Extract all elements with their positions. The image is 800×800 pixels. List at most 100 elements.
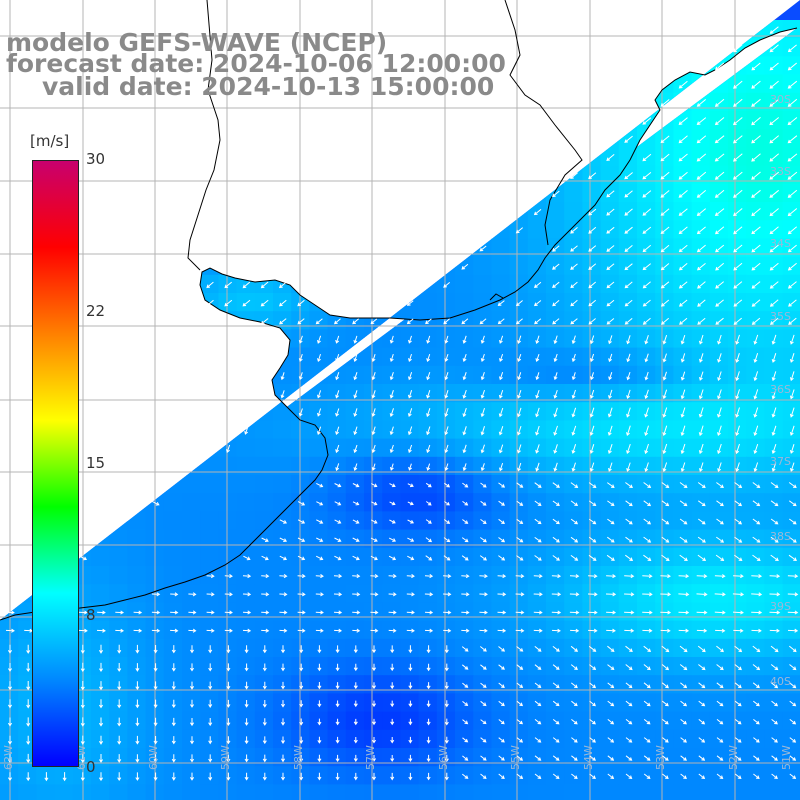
wind-arrow bbox=[624, 245, 633, 252]
wind-cell bbox=[254, 293, 274, 312]
wind-cell bbox=[400, 729, 420, 749]
wind-arrow bbox=[714, 574, 726, 579]
wind-arrow bbox=[517, 444, 522, 454]
colorbar bbox=[32, 160, 79, 767]
wind-cell bbox=[109, 529, 128, 549]
wind-arrow bbox=[771, 682, 779, 689]
wind-cell bbox=[254, 729, 274, 749]
wind-arrow bbox=[571, 737, 578, 743]
wind-arrow bbox=[371, 755, 377, 762]
wind-arrow bbox=[679, 482, 688, 489]
wind-arrow bbox=[535, 372, 540, 381]
wind-arrow bbox=[643, 755, 651, 761]
wind-arrow bbox=[299, 754, 304, 763]
wind-arrow bbox=[624, 574, 635, 579]
wind-arrow bbox=[715, 299, 724, 307]
wind-cell bbox=[673, 293, 693, 312]
wind-cell bbox=[764, 311, 784, 330]
wind-arrow bbox=[607, 407, 613, 418]
wind-arrow bbox=[571, 372, 576, 381]
wind-arrow bbox=[571, 425, 577, 436]
wind-arrow bbox=[660, 226, 670, 235]
wind-cell bbox=[345, 420, 365, 440]
wind-arrow bbox=[661, 664, 670, 671]
wind-cell bbox=[327, 602, 347, 622]
wind-cell bbox=[564, 420, 583, 440]
wind-cell bbox=[746, 238, 765, 258]
wind-arrow bbox=[606, 628, 616, 633]
wind-arrow bbox=[462, 444, 467, 454]
wind-arrow bbox=[533, 574, 543, 579]
wind-arrow bbox=[389, 408, 394, 417]
wind-arrow bbox=[406, 574, 415, 579]
wind-arrow bbox=[316, 482, 324, 488]
wind-arrow bbox=[678, 153, 688, 162]
wind-cell bbox=[309, 311, 329, 330]
wind-arrow bbox=[444, 718, 449, 726]
wind-cell bbox=[655, 311, 674, 330]
wind-arrow bbox=[787, 262, 797, 271]
wind-cell bbox=[746, 602, 765, 622]
wind-cell bbox=[436, 693, 456, 713]
wind-arrow bbox=[769, 26, 779, 34]
wind-cell bbox=[600, 165, 620, 185]
wind-arrow bbox=[516, 482, 524, 488]
wind-arrow bbox=[714, 153, 725, 162]
wind-cell bbox=[254, 675, 274, 694]
wind-arrow bbox=[642, 172, 652, 180]
wind-arrow bbox=[297, 592, 306, 597]
wind-arrow bbox=[444, 645, 449, 654]
wind-cell bbox=[400, 384, 420, 403]
wind-arrow bbox=[698, 334, 704, 345]
wind-arrow bbox=[335, 390, 340, 399]
wind-arrow bbox=[607, 518, 615, 525]
wind-arrow bbox=[298, 372, 303, 381]
wind-cell bbox=[746, 274, 765, 294]
wind-arrow bbox=[479, 610, 488, 615]
wind-cell bbox=[200, 456, 219, 476]
wind-arrow bbox=[135, 644, 140, 654]
wind-arrow bbox=[534, 518, 542, 525]
wind-arrow bbox=[789, 518, 797, 525]
wind-cell bbox=[709, 111, 729, 130]
wind-cell bbox=[764, 566, 784, 585]
wind-cell bbox=[345, 675, 365, 694]
wind-arrow bbox=[408, 700, 413, 708]
wind-arrow bbox=[571, 335, 576, 345]
wind-arrow bbox=[733, 244, 743, 253]
wind-cell bbox=[673, 165, 693, 185]
wind-cell bbox=[273, 657, 292, 676]
wind-arrow bbox=[678, 135, 688, 144]
wind-arrow bbox=[407, 555, 415, 561]
wind-arrow bbox=[734, 554, 743, 562]
wind-cell bbox=[728, 111, 747, 130]
wind-cell bbox=[709, 293, 729, 312]
wind-arrow bbox=[660, 135, 670, 144]
wind-cell bbox=[582, 438, 602, 458]
wind-cell bbox=[291, 584, 310, 603]
wind-arrow bbox=[280, 372, 285, 381]
wind-arrow bbox=[678, 117, 688, 125]
wind-arrow bbox=[170, 628, 179, 633]
wind-arrow bbox=[244, 426, 249, 435]
wind-arrow bbox=[751, 208, 761, 217]
wind-cell bbox=[564, 256, 583, 276]
wind-arrow bbox=[499, 335, 504, 344]
wind-arrow bbox=[751, 610, 763, 615]
wind-cell bbox=[418, 784, 438, 800]
wind-arrow bbox=[769, 299, 779, 307]
wind-arrow bbox=[789, 719, 797, 725]
wind-arrow bbox=[279, 592, 288, 597]
wind-cell bbox=[491, 602, 511, 622]
wind-cell bbox=[637, 293, 656, 312]
wind-arrow bbox=[552, 719, 560, 725]
longitude-label: 53W bbox=[654, 745, 667, 770]
wind-cell bbox=[345, 784, 365, 800]
wind-arrow bbox=[553, 462, 558, 472]
wind-cell bbox=[236, 693, 256, 713]
wind-arrow bbox=[333, 592, 343, 597]
wind-cell bbox=[382, 602, 401, 622]
wind-arrow bbox=[461, 592, 470, 597]
wind-cell bbox=[746, 329, 765, 349]
wind-cell bbox=[673, 220, 693, 239]
